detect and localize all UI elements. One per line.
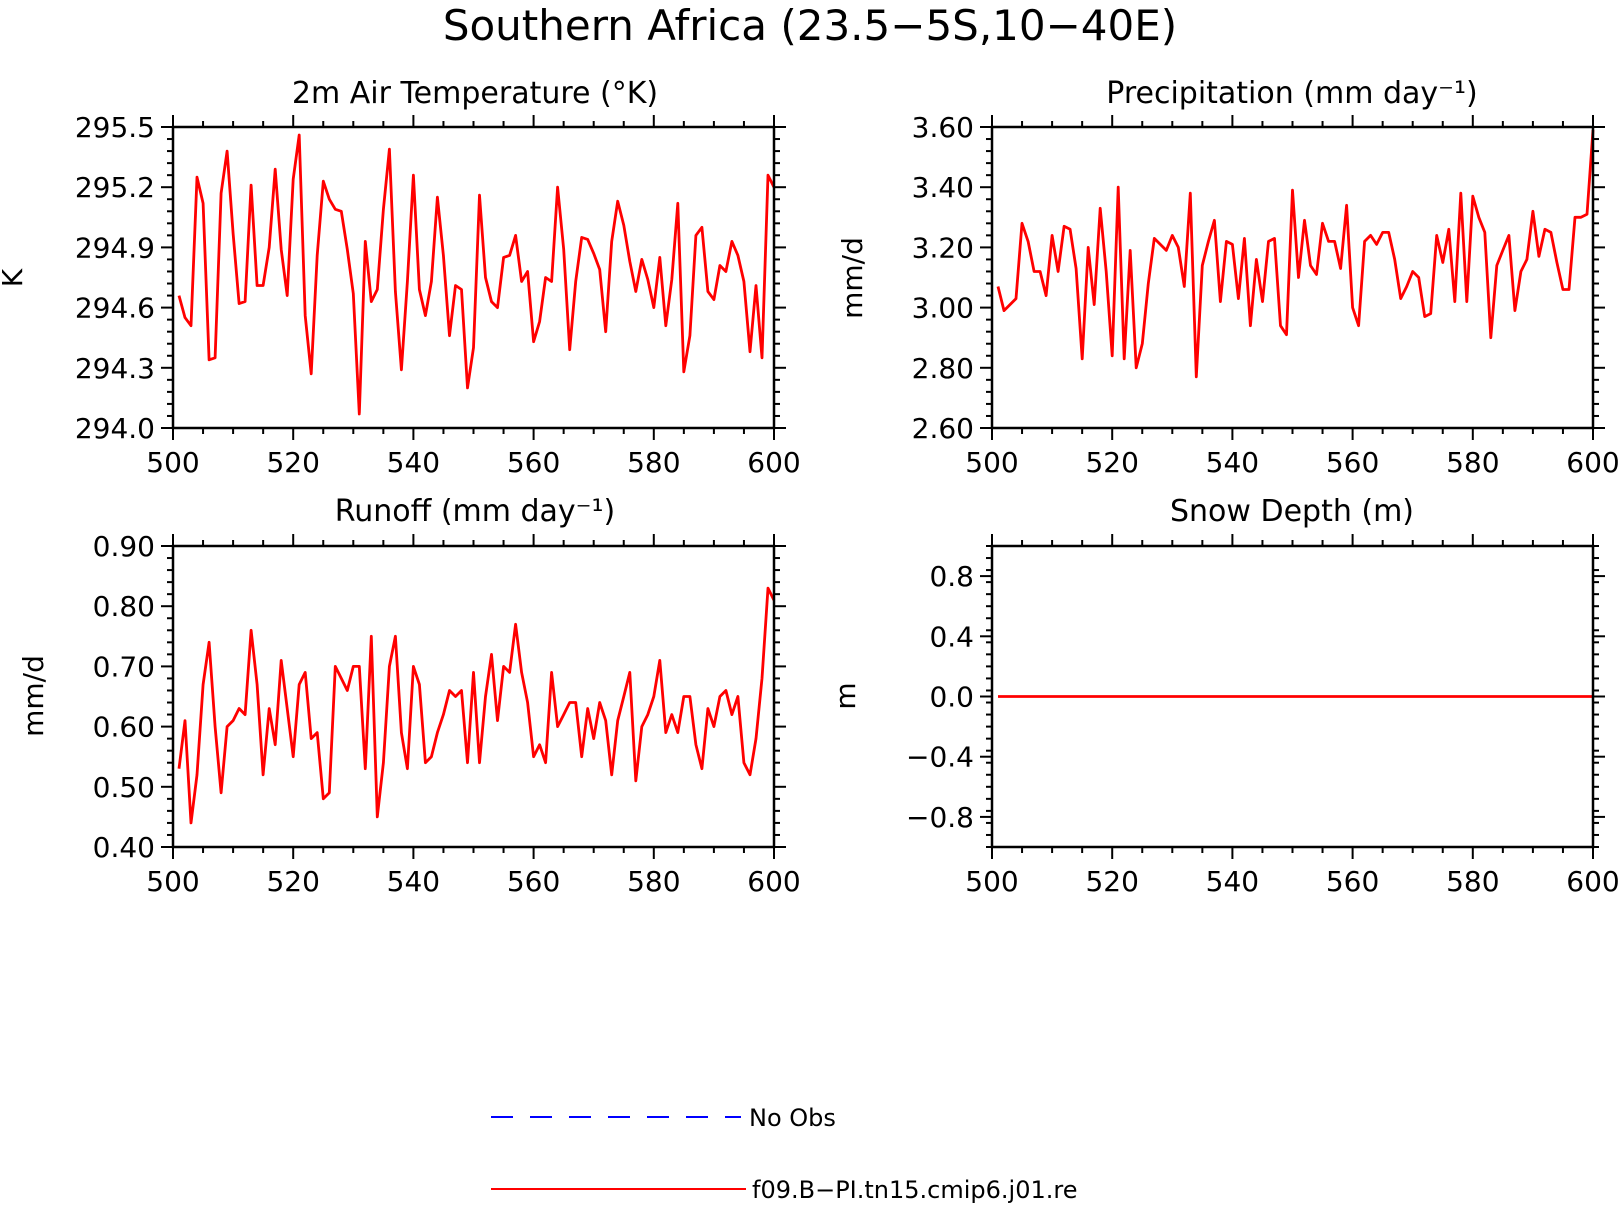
y-tick-label: 0.90 <box>93 530 155 563</box>
x-tick-label: 600 <box>1566 865 1619 898</box>
y-tick-label: 3.00 <box>912 292 974 325</box>
x-tick-label: 580 <box>1446 446 1499 479</box>
x-tick-label: 520 <box>1085 446 1138 479</box>
plot-frame <box>990 544 1595 849</box>
x-tick-label: 580 <box>627 446 680 479</box>
y-tick-label: 0.70 <box>93 650 155 683</box>
plot-frame <box>990 125 1595 430</box>
x-tick-label: 500 <box>965 446 1018 479</box>
y-axis-label: K <box>0 268 29 287</box>
x-tick-label: 520 <box>266 446 319 479</box>
y-tick-label: 294.3 <box>75 352 155 385</box>
y-tick-label: 2.80 <box>912 352 974 385</box>
y-axis-label: mm/d <box>836 237 869 319</box>
y-tick-label: −0.4 <box>906 741 974 774</box>
y-tick-label: 294.0 <box>75 412 155 445</box>
x-tick-label: 520 <box>1085 865 1138 898</box>
tick-labels: 500 520 540 560 580 600 294.0 294.3 294.6 294.9 29… <box>75 111 801 479</box>
x-tick-label: 500 <box>146 865 199 898</box>
panel-runoff: Runoff (mm day⁻¹) mm/d 500 520 540 560 580 60… <box>17 494 801 898</box>
panel-precipitation: Precipitation (mm day⁻¹) mm/d 500 520 540 5… <box>836 76 1620 479</box>
x-tick-label: 600 <box>747 865 800 898</box>
x-tick-label: 500 <box>146 446 199 479</box>
x-tick-label: 600 <box>1566 446 1619 479</box>
x-tick-label: 560 <box>507 865 560 898</box>
x-tick-label: 560 <box>1326 865 1379 898</box>
tick-labels: 500 520 540 560 580 600 −0.8 −0.4 0.0 0.4 0.8 <box>906 560 1620 898</box>
x-tick-label: 540 <box>1206 865 1259 898</box>
y-tick-label: 3.40 <box>912 171 974 204</box>
series-line <box>996 129 1595 379</box>
plot-frame <box>171 125 776 430</box>
plot-frame <box>171 544 776 849</box>
series-group <box>177 133 776 416</box>
x-tick-label: 520 <box>266 865 319 898</box>
panel-title: Runoff (mm day⁻¹) <box>335 494 616 529</box>
x-tick-label: 560 <box>507 446 560 479</box>
x-tick-label: 600 <box>747 446 800 479</box>
series-line <box>177 133 776 416</box>
y-tick-label: 0.80 <box>93 590 155 623</box>
panel-title: Precipitation (mm day⁻¹) <box>1106 76 1477 111</box>
y-tick-label: 294.9 <box>75 231 155 264</box>
panel-air-temperature: 2m Air Temperature (°K) K 500 520 540 560 58… <box>0 76 801 479</box>
y-tick-label: 0.8 <box>929 560 974 593</box>
x-tick-label: 540 <box>387 446 440 479</box>
y-axis-label: m <box>829 682 862 709</box>
y-tick-label: 295.5 <box>75 111 155 144</box>
x-tick-label: 560 <box>1326 446 1379 479</box>
series-group <box>177 586 776 825</box>
x-tick-label: 540 <box>387 865 440 898</box>
figure-title: Southern Africa (23.5−5S,10−40E) <box>443 1 1177 50</box>
y-tick-label: 0.4 <box>929 620 974 653</box>
x-tick-label: 540 <box>1206 446 1259 479</box>
y-tick-label: 294.6 <box>75 292 155 325</box>
panel-title: Snow Depth (m) <box>1170 494 1414 529</box>
y-tick-label: −0.8 <box>906 801 974 834</box>
y-tick-label: 0.0 <box>929 681 974 714</box>
axis-ticks <box>161 534 786 859</box>
panel-title: 2m Air Temperature (°K) <box>292 76 658 111</box>
y-tick-label: 0.40 <box>93 831 155 864</box>
panel-snow-depth: Snow Depth (m) m 500 520 540 560 580 600 −0.8 −… <box>829 494 1620 898</box>
legend-label-model: f09.B−PI.tn15.cmip6.j01.re <box>752 1176 1077 1204</box>
series-line <box>177 586 776 825</box>
x-tick-label: 500 <box>965 865 1018 898</box>
legend-label-obs: No Obs <box>749 1104 836 1132</box>
y-tick-label: 2.60 <box>912 412 974 445</box>
y-tick-label: 0.60 <box>93 711 155 744</box>
y-tick-label: 0.50 <box>93 771 155 804</box>
tick-labels: 500 520 540 560 580 600 2.60 2.80 3.00 3.20 3.40 3.… <box>912 111 1620 479</box>
series-group <box>996 129 1595 379</box>
axis-ticks <box>161 115 786 440</box>
y-tick-label: 3.20 <box>912 231 974 264</box>
tick-labels: 500 520 540 560 580 600 0.40 0.50 0.60 0.70 0.80 0.… <box>93 530 801 898</box>
y-axis-label: mm/d <box>17 655 50 737</box>
y-tick-label: 295.2 <box>75 171 155 204</box>
x-tick-label: 580 <box>1446 865 1499 898</box>
legend: No Obs f09.B−PI.tn15.cmip6.j01.re <box>491 1104 1077 1204</box>
x-tick-label: 580 <box>627 865 680 898</box>
y-tick-label: 3.60 <box>912 111 974 144</box>
